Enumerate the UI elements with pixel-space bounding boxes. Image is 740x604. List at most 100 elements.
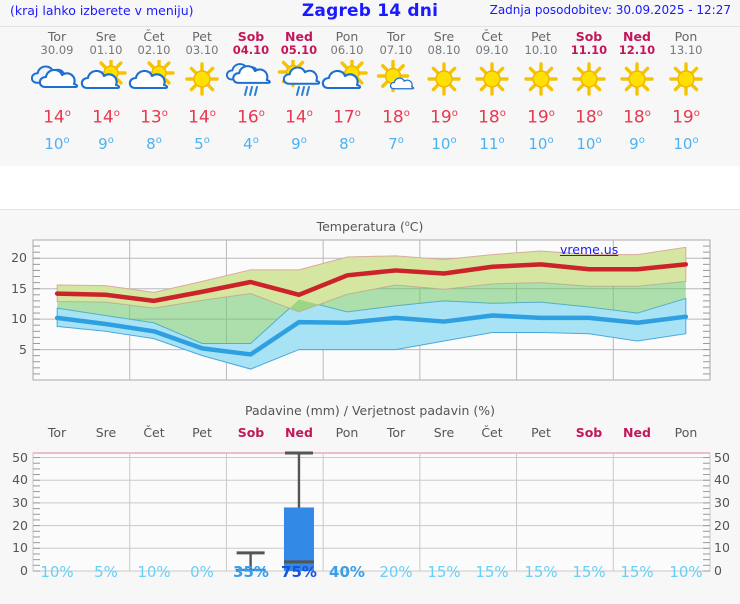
day-date: 05.10 — [280, 43, 318, 57]
forecast-day-column: Pet 03.10 14o 5o — [176, 30, 228, 155]
day-date: 02.10 — [137, 43, 171, 57]
precipitation-y-tick-label-left: 30 — [12, 494, 28, 510]
precipitation-y-tick-label-left: 50 — [12, 449, 28, 465]
sunny-icon — [563, 60, 615, 100]
forecast-day-column: Pet 10.10 19o 10o — [515, 30, 567, 155]
precipitation-probability: 20% — [379, 563, 413, 581]
precipitation-day-label: Sre — [95, 425, 117, 440]
precipitation-y-tick-label-right: 30 — [714, 494, 730, 510]
precipitation-day-label: Sre — [433, 425, 455, 440]
day-date: 11.10 — [570, 43, 608, 57]
temp-min: 10o — [44, 134, 70, 153]
section-gap — [0, 166, 740, 210]
day-name: Ned — [623, 29, 651, 44]
sunny-icon — [176, 60, 228, 100]
forecast-day-column: Pon 06.10 17o 8o — [321, 30, 373, 155]
temp-max: 18o — [623, 107, 651, 128]
precipitation-day-label: Čet — [143, 425, 165, 440]
day-name: Sob — [575, 29, 603, 44]
temp-max: 14o — [188, 107, 216, 128]
temperature-chart: Temperatura (oC) vreme.us 5 10 15 20 — [0, 212, 740, 398]
forecast-day-column: Čet 02.10 13o 8o — [128, 30, 180, 155]
precipitation-day-label: Sob — [575, 425, 603, 440]
day-name: Pet — [531, 29, 551, 44]
precipitation-probability: 10% — [669, 563, 703, 581]
temp-min: 9o — [291, 134, 307, 153]
day-date: 01.10 — [89, 43, 123, 57]
temperature-y-tick-label: 15 — [11, 280, 27, 296]
day-date: 06.10 — [330, 43, 364, 57]
precipitation-y-tick-label-left: 0 — [20, 563, 28, 578]
precipitation-day-label: Tor — [386, 425, 406, 440]
day-date: 03.10 — [185, 43, 219, 57]
precipitation-probability: 10% — [137, 563, 171, 581]
rain-icon — [225, 60, 277, 100]
watermark-vreme-us: vreme.us — [560, 242, 619, 257]
precipitation-y-tick-label-right: 50 — [714, 449, 730, 465]
precipitation-y-tick-label-left: 10 — [12, 540, 28, 556]
temp-min: 10o — [576, 134, 602, 153]
day-name: Čet — [481, 29, 503, 44]
precipitation-probability: 15% — [427, 563, 461, 581]
temp-max: 14o — [43, 107, 71, 128]
forecast-day-column: Ned 12.10 18o 9o — [611, 30, 663, 155]
day-date: 10.10 — [524, 43, 558, 57]
temp-max: 18o — [575, 107, 603, 128]
sunny-icon — [515, 60, 567, 100]
precipitation-plot — [32, 451, 711, 572]
forecast-day-column: Pon 13.10 19o 10o — [660, 30, 712, 155]
precipitation-probability: 15% — [524, 563, 558, 581]
day-name: Ned — [285, 29, 313, 44]
precipitation-day-label: Tor — [47, 425, 67, 440]
day-name: Pon — [674, 29, 698, 44]
temp-min: 9o — [98, 134, 114, 153]
temp-min: 4o — [243, 134, 259, 153]
forecast-day-column: Tor 30.09 14o 10o — [31, 30, 83, 155]
sunny-icon — [418, 60, 470, 100]
day-name: Pon — [335, 29, 359, 44]
day-date: 30.09 — [40, 43, 74, 57]
day-name: Sre — [433, 29, 455, 44]
section-divider — [0, 209, 740, 210]
day-name: Pet — [192, 29, 212, 44]
temp-max: 13o — [140, 107, 168, 128]
forecast-day-column: Tor 07.10 18o 7o — [370, 30, 422, 155]
day-date: 08.10 — [427, 43, 461, 57]
forecast-day-column: Ned 05.10 14o 9o — [273, 30, 325, 155]
temp-max: 19o — [430, 107, 458, 128]
precipitation-probability: 5% — [94, 563, 118, 581]
precipitation-day-label: Sob — [237, 425, 265, 440]
precipitation-day-label: Čet — [481, 425, 503, 440]
temp-min: 5o — [194, 134, 210, 153]
precipitation-day-label: Pet — [192, 425, 212, 440]
temperature-y-tick-label: 10 — [11, 311, 27, 327]
temp-min: 7o — [388, 134, 404, 153]
temperature-plot — [32, 239, 711, 381]
temp-max: 17o — [333, 107, 361, 128]
precipitation-y-tick-label-right: 0 — [714, 563, 722, 578]
temperature-y-tick-label: 5 — [19, 341, 27, 357]
day-name: Čet — [143, 29, 165, 44]
precipitation-probability: 35% — [233, 563, 269, 581]
page-title: Zagreb 14 dni — [301, 1, 439, 21]
sun-small-cloud-icon — [370, 60, 422, 100]
precipitation-y-tick-label-left: 40 — [12, 472, 28, 488]
sunny-icon — [660, 60, 712, 100]
partly-sunny-icon — [128, 60, 180, 100]
temperature-y-tick-label: 20 — [11, 250, 27, 266]
forecast-day-column: Sob 11.10 18o 10o — [563, 30, 615, 155]
menu-hint: (kraj lahko izberete v meniju) — [10, 3, 194, 18]
temp-min: 9o — [629, 134, 645, 153]
day-date: 04.10 — [232, 43, 270, 57]
sunny-icon — [466, 60, 518, 100]
precipitation-day-label: Ned — [623, 425, 651, 440]
cloudy-icon — [31, 60, 83, 100]
precipitation-day-label: Pon — [674, 425, 698, 440]
temp-min: 8o — [146, 134, 162, 153]
day-date: 09.10 — [475, 43, 509, 57]
forecast-day-column: Sob 04.10 16o 4o — [225, 30, 277, 155]
precipitation-probability: 40% — [329, 563, 365, 581]
page-header: (kraj lahko izberete v meniju) Zagreb 14… — [0, 0, 740, 26]
forecast-day-row: Tor 30.09 14o 10o Sre 01.10 14o 9o Čet 02.10 13… — [0, 30, 740, 165]
